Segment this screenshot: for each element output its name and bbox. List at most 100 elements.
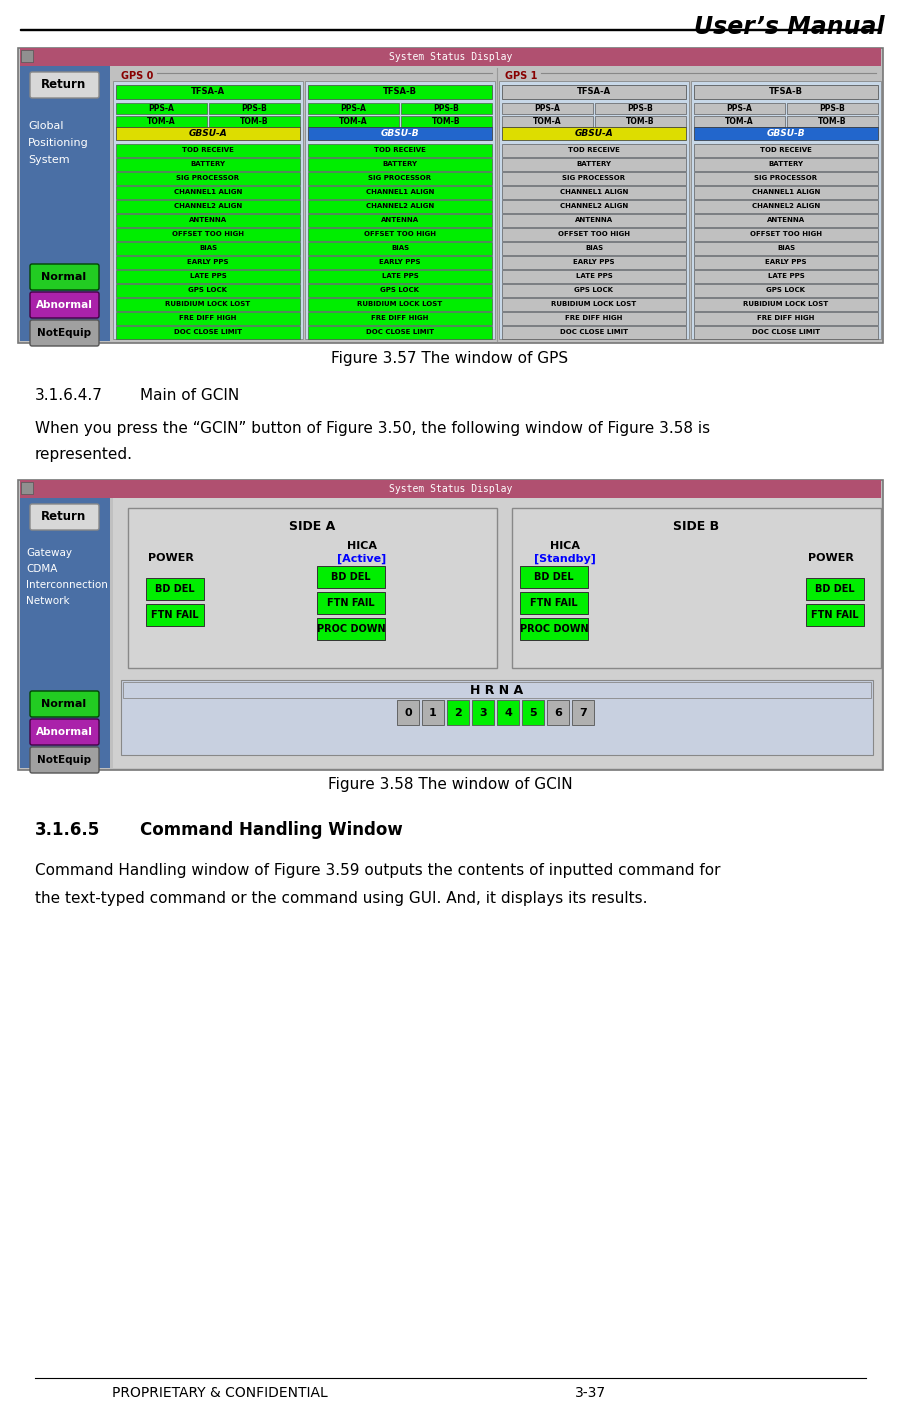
Text: BIAS: BIAS [777,245,795,250]
Bar [694,115,785,127]
Bar [20,480,881,498]
Text: TOD RECEIVE: TOD RECEIVE [374,146,426,153]
Text: ANTENNA: ANTENNA [381,217,419,222]
Bar [694,200,878,212]
Bar [497,701,519,725]
Text: PROC DOWN: PROC DOWN [520,623,588,635]
Text: RUBIDIUM LOCK LOST: RUBIDIUM LOCK LOST [551,301,637,307]
Bar [502,172,686,184]
FancyBboxPatch shape [30,265,99,290]
Bar [308,103,399,114]
Bar [694,312,878,325]
Text: OFFSET TOO HIGH: OFFSET TOO HIGH [750,231,822,236]
Bar [694,326,878,339]
Bar [18,480,883,770]
FancyBboxPatch shape [30,691,99,718]
Bar [317,592,385,613]
Bar [317,618,385,640]
Text: DOC CLOSE LIMIT: DOC CLOSE LIMIT [752,329,820,335]
Text: 3-37: 3-37 [575,1386,605,1400]
Text: ANTENNA: ANTENNA [575,217,613,222]
FancyBboxPatch shape [30,293,99,318]
Text: GBSU-A: GBSU-A [575,129,614,138]
Text: OFFSET TOO HIGH: OFFSET TOO HIGH [364,231,436,236]
Text: TFSA-B: TFSA-B [383,87,417,97]
Text: TOM-B: TOM-B [818,117,846,127]
Text: Abnormal: Abnormal [35,300,93,310]
Bar [502,127,686,141]
Text: LATE PPS: LATE PPS [382,273,418,279]
Text: DOC CLOSE LIMIT: DOC CLOSE LIMIT [560,329,628,335]
Text: EARLY PPS: EARLY PPS [379,259,421,265]
Text: 4: 4 [504,708,512,718]
Bar [512,508,881,668]
Text: PROPRIETARY & CONFIDENTIAL: PROPRIETARY & CONFIDENTIAL [112,1386,328,1400]
Text: Interconnection: Interconnection [26,580,108,590]
Bar [308,158,492,172]
Bar [694,158,878,172]
Bar [502,115,593,127]
Text: FTN FAIL: FTN FAIL [811,611,859,620]
Bar [572,701,594,725]
Bar [502,144,686,158]
Text: PPS-B: PPS-B [433,104,459,113]
Text: BATTERY: BATTERY [577,160,612,167]
Bar [694,298,878,311]
Text: TOM-A: TOM-A [724,117,753,127]
Bar [806,578,864,599]
Bar [116,84,300,98]
Bar [502,284,686,297]
Text: GPS 1: GPS 1 [505,70,537,82]
Bar [502,326,686,339]
Text: SIDE A: SIDE A [289,519,335,532]
Bar [116,312,300,325]
Text: SIG PROCESSOR: SIG PROCESSOR [754,174,817,182]
Bar [20,48,881,66]
Bar [502,84,686,98]
Bar [116,228,300,241]
Text: BIAS: BIAS [199,245,217,250]
Bar [308,270,492,283]
Bar [502,103,593,114]
Text: GBSU-A: GBSU-A [188,129,227,138]
Text: 5: 5 [529,708,537,718]
Text: TOM-B: TOM-B [626,117,654,127]
Bar [308,242,492,255]
Bar [694,214,878,227]
Text: LATE PPS: LATE PPS [768,273,805,279]
Text: HICA: HICA [347,542,377,552]
Bar [121,680,873,756]
Text: BD DEL: BD DEL [815,584,855,594]
Text: TOM-B: TOM-B [240,117,268,127]
Bar [691,82,881,339]
Bar [806,604,864,626]
Text: LATE PPS: LATE PPS [189,273,226,279]
Bar [694,270,878,283]
Bar [308,84,492,98]
FancyBboxPatch shape [30,504,99,530]
Bar [123,682,871,698]
Text: TFSA-B: TFSA-B [769,87,803,97]
Bar [116,270,300,283]
Bar [502,214,686,227]
Bar [502,200,686,212]
Bar [502,256,686,269]
Text: Return: Return [41,79,86,91]
Bar [502,298,686,311]
Text: PPS-B: PPS-B [819,104,845,113]
Text: RUBIDIUM LOCK LOST: RUBIDIUM LOCK LOST [358,301,442,307]
Bar [308,228,492,241]
Bar [116,115,207,127]
Text: PPS-B: PPS-B [627,104,653,113]
Text: TOD RECEIVE: TOD RECEIVE [568,146,620,153]
Text: [Active]: [Active] [337,554,387,564]
Bar [308,284,492,297]
Bar [113,498,881,768]
Text: PPS-A: PPS-A [340,104,366,113]
Bar [694,284,878,297]
Text: HICA: HICA [550,542,580,552]
Text: CDMA: CDMA [26,564,58,574]
FancyBboxPatch shape [30,719,99,744]
Text: SIG PROCESSOR: SIG PROCESSOR [177,174,240,182]
Text: H R N A: H R N A [470,684,523,696]
